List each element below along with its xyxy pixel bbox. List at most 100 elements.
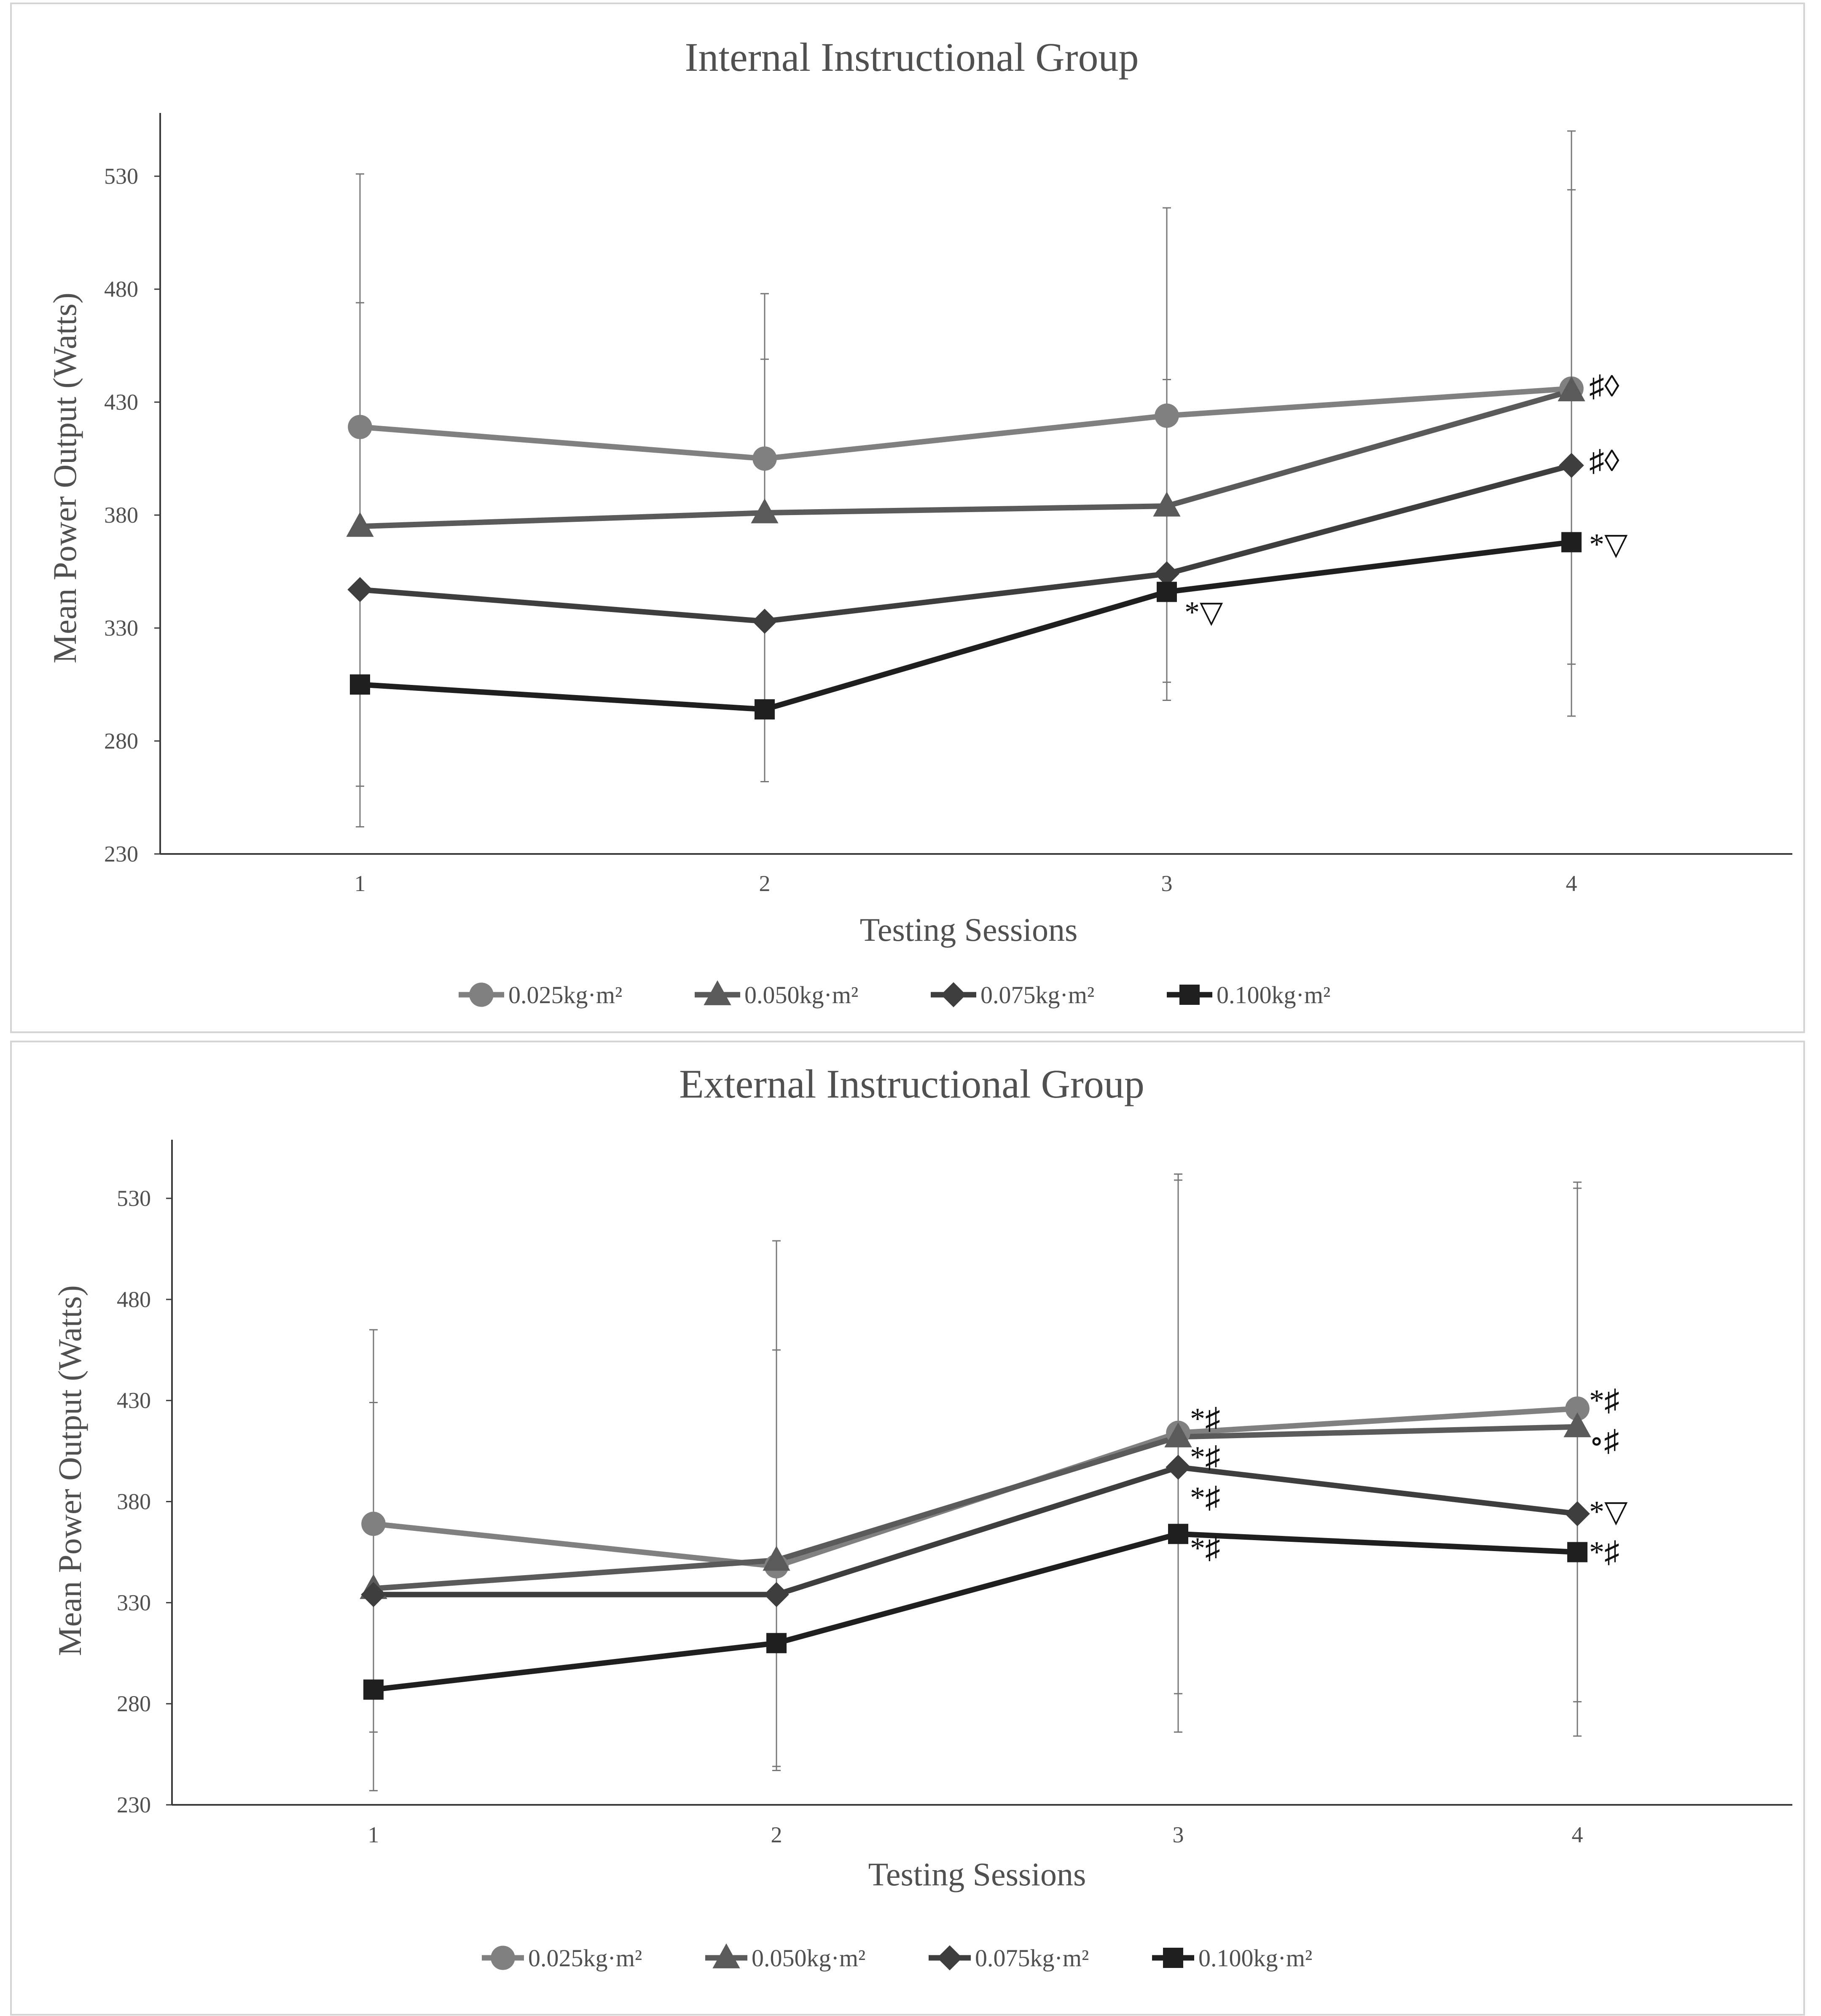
y-tick-label: 230	[117, 1792, 151, 1817]
legend-item: 0.025kg·m²	[482, 1944, 642, 1972]
series-line	[373, 1464, 1578, 1597]
series-line	[373, 1531, 1578, 1693]
significance-annotation: *▽	[1184, 596, 1223, 629]
legend-item: 0.050kg·m²	[705, 1943, 865, 1972]
data-point-diamond	[361, 1582, 386, 1607]
significance-annotation: *♯	[1589, 1535, 1620, 1569]
y-tick-label: 280	[104, 728, 138, 754]
y-tick-labels: 230 280 330 380 430 480 530	[104, 164, 138, 867]
data-point-triangle	[1563, 1412, 1591, 1437]
y-tick-label: 380	[117, 1489, 151, 1514]
significance-annotation: *▽	[1589, 528, 1628, 561]
data-point-square	[363, 1679, 384, 1700]
legend-label: 0.100kg·m²	[1198, 1944, 1312, 1972]
legend-marker-square	[1163, 1948, 1183, 1968]
data-point-circle	[752, 446, 777, 471]
legend-label: 0.075kg·m²	[975, 1944, 1089, 1972]
data-point-square	[1561, 532, 1582, 553]
x-tick-label: 3	[1161, 871, 1173, 896]
legend-marker-circle	[491, 1946, 515, 1970]
legend-label: 0.050kg·m²	[752, 1944, 865, 1972]
series-line	[360, 388, 1572, 529]
data-point-diamond	[1166, 1455, 1191, 1480]
legend-item: 0.075kg·m²	[929, 1944, 1089, 1972]
data-point-triangle	[763, 1546, 790, 1571]
data-point-diamond	[1565, 1501, 1590, 1527]
internal-group-chart: Internal Instructional Group 230 280 330…	[46, 35, 1792, 1009]
y-tick-label: 530	[117, 1186, 151, 1211]
legend-label: 0.100kg·m²	[1217, 981, 1330, 1009]
legend-item: 0.100kg·m²	[1167, 981, 1330, 1009]
y-tick-labels: 230 280 330 380 430 480 530	[117, 1186, 151, 1817]
data-point-triangle	[751, 498, 779, 523]
y-tick-label: 280	[117, 1691, 151, 1716]
significance-annotation: *♯	[1589, 1384, 1620, 1417]
legend-marker-diamond	[937, 1945, 962, 1970]
significance-annotation: ∘♯	[1589, 1424, 1619, 1458]
external-group-chart-panel: External Instructional Group 230 280 330…	[10, 1041, 1805, 2016]
y-tick-label: 430	[117, 1388, 151, 1413]
external-group-chart: External Instructional Group 230 280 330…	[51, 1061, 1792, 1972]
y-axis-title: Mean Power Output (Watts)	[46, 293, 83, 663]
data-point-triangle	[346, 512, 374, 537]
x-tick-labels: 1 2 3 4	[355, 871, 1577, 896]
legend-label: 0.050kg·m²	[744, 981, 858, 1009]
y-tick-label: 530	[104, 164, 138, 189]
legend-label: 0.075kg·m²	[980, 981, 1094, 1009]
plot-area	[154, 130, 1585, 855]
x-tick-label: 4	[1566, 871, 1577, 896]
x-tick-label: 4	[1572, 1822, 1583, 1847]
series-line	[360, 462, 1572, 624]
data-point-triangle	[1558, 376, 1585, 402]
chart-title: External Instructional Group	[679, 1061, 1144, 1106]
plot-area	[166, 1173, 1591, 1806]
data-point-triangle	[1153, 491, 1181, 517]
legend-marker-square	[1179, 985, 1200, 1005]
x-axis-title: Testing Sessions	[868, 1856, 1086, 1893]
internal-group-chart-panel: Internal Instructional Group 230 280 330…	[10, 3, 1805, 1033]
legend-label: 0.025kg·m²	[528, 1944, 642, 1972]
series-line	[373, 1424, 1578, 1592]
legend-item: 0.025kg·m²	[459, 981, 622, 1009]
x-axis-title: Testing Sessions	[860, 911, 1078, 948]
series-line	[360, 539, 1572, 712]
data-point-diamond	[347, 577, 373, 602]
data-point-circle	[1155, 403, 1179, 428]
data-point-diamond	[1154, 561, 1179, 587]
y-tick-label: 330	[104, 615, 138, 641]
y-axis-title: Mean Power Output (Watts)	[51, 1285, 88, 1656]
x-tick-label: 1	[368, 1822, 379, 1847]
annotations: *♯ *♯ ∘♯ *♯ *♯ *▽ *♯ *♯	[1190, 1384, 1628, 1569]
legend-marker-circle	[469, 982, 494, 1007]
data-point-square	[1567, 1542, 1587, 1562]
x-tick-label: 2	[759, 871, 771, 896]
data-point-square	[1157, 582, 1177, 602]
significance-annotation: *♯	[1190, 1402, 1220, 1436]
data-point-square	[350, 674, 370, 695]
data-point-diamond	[764, 1582, 789, 1607]
chart-title: Internal Instructional Group	[685, 35, 1139, 80]
significance-annotation: *▽	[1589, 1495, 1628, 1529]
x-tick-label: 1	[355, 871, 366, 896]
data-point-circle	[348, 415, 372, 439]
legend-label: 0.025kg·m²	[508, 981, 622, 1009]
data-point-square	[766, 1633, 787, 1654]
significance-annotation: *♯	[1190, 1531, 1220, 1565]
y-tick-label: 380	[104, 502, 138, 528]
significance-annotation: *♯	[1190, 1481, 1220, 1514]
y-tick-label: 480	[104, 276, 138, 302]
legend: 0.025kg·m² 0.050kg·m² 0.075kg·m² 0.100kg·m²	[482, 1943, 1312, 1972]
legend-item: 0.050kg·m²	[695, 980, 858, 1009]
y-tick-label: 230	[104, 841, 138, 867]
data-point-circle	[361, 1511, 386, 1536]
data-point-triangle	[1164, 1422, 1192, 1447]
legend: 0.025kg·m² 0.050kg·m² 0.075kg·m² 0.100kg·m²	[459, 980, 1330, 1009]
significance-annotation: ♯◊	[1589, 370, 1620, 403]
y-tick-label: 480	[117, 1287, 151, 1312]
data-point-square	[755, 699, 775, 719]
legend-item: 0.075kg·m²	[931, 981, 1094, 1009]
legend-marker-triangle	[704, 980, 731, 1005]
data-point-diamond	[1559, 453, 1584, 478]
significance-annotation: *♯	[1190, 1440, 1220, 1474]
data-point-circle	[1565, 1396, 1590, 1421]
